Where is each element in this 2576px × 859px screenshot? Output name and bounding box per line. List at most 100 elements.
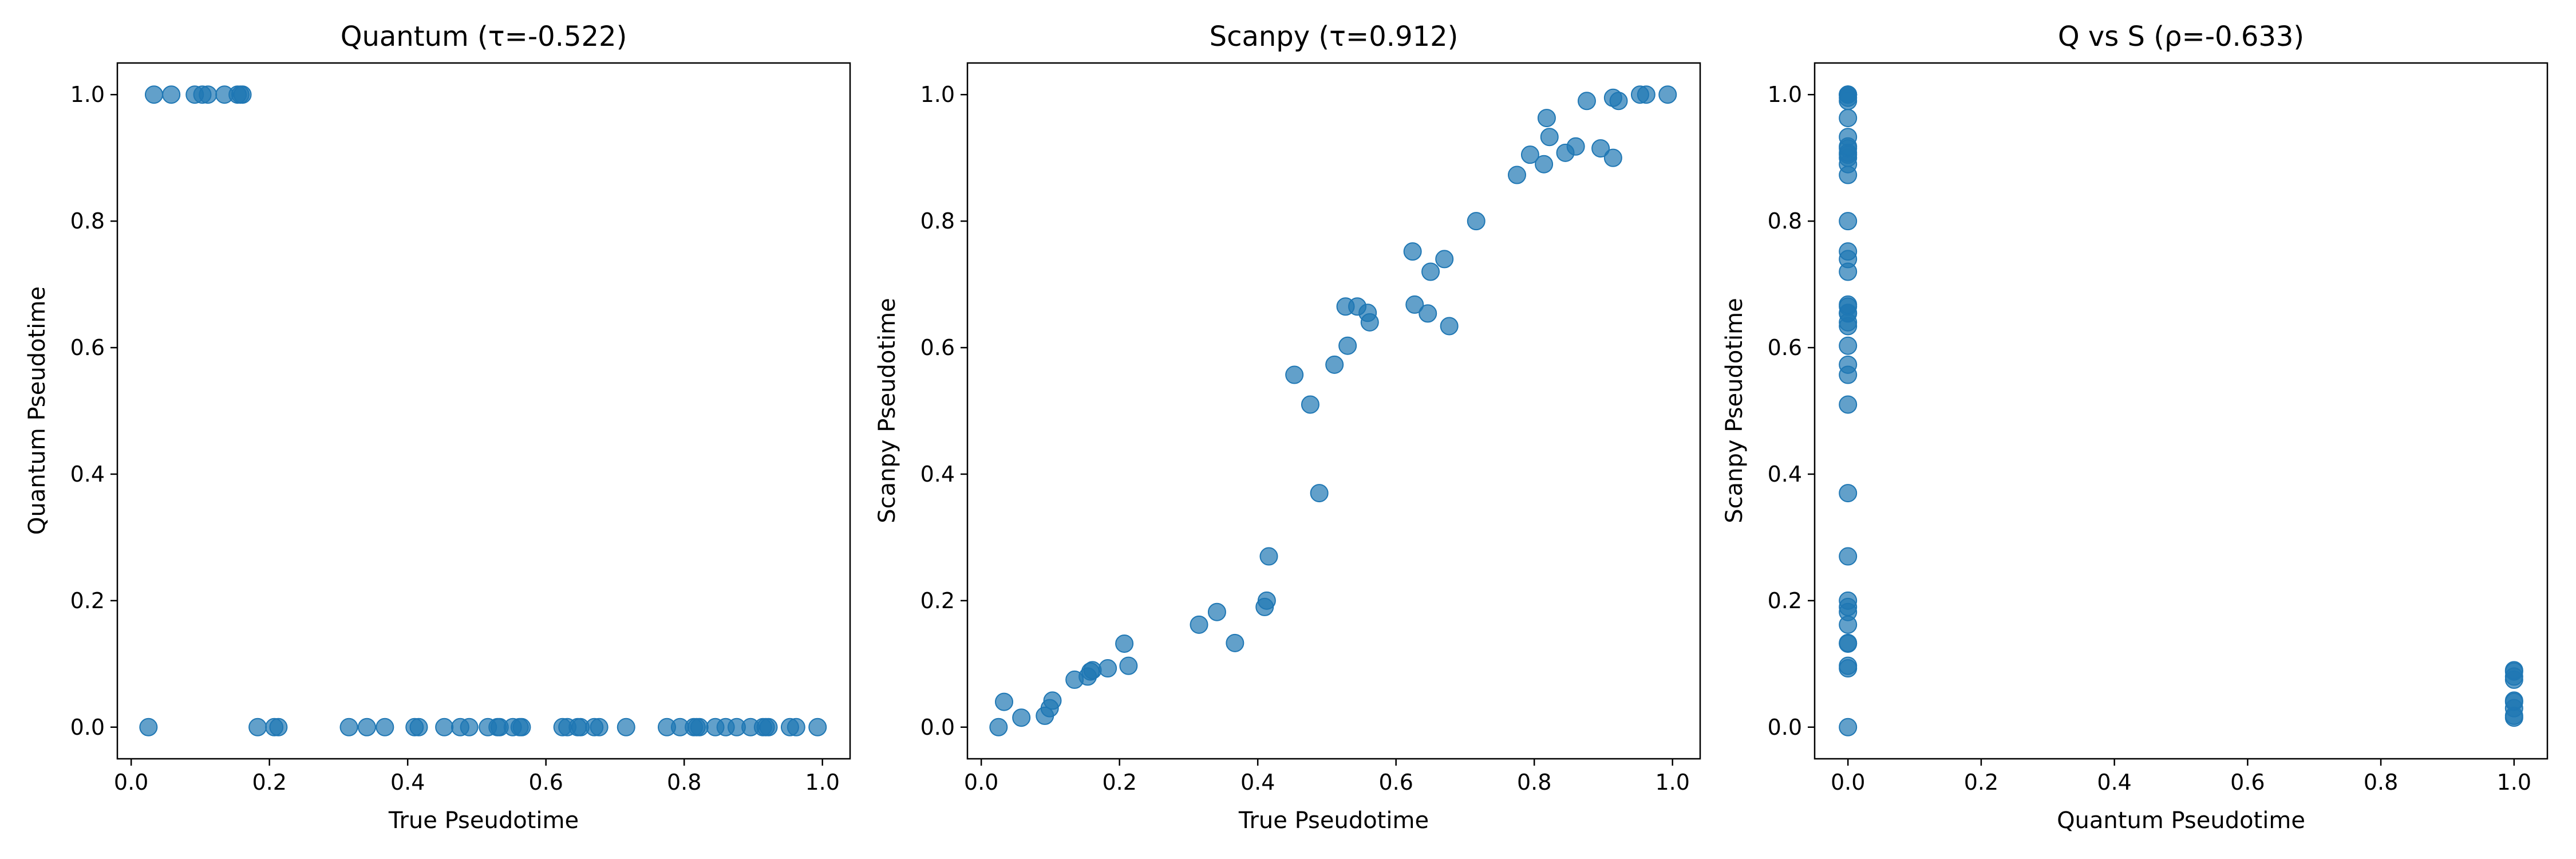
panel-q-vs-s-xlabel: Quantum Pseudotime xyxy=(2057,807,2305,834)
scatter-point xyxy=(339,718,358,736)
scatter-point xyxy=(1839,295,1858,314)
scatter-point xyxy=(145,85,163,104)
scatter-point xyxy=(1403,242,1422,261)
x-tick-label: 0.2 xyxy=(1102,770,1136,795)
scatter-point xyxy=(590,718,609,736)
scatter-point xyxy=(1083,661,1102,680)
scatter-point xyxy=(1839,656,1858,675)
y-tick-label: 0.8 xyxy=(70,208,105,234)
panel-scanpy-xlabel: True Pseudotime xyxy=(1238,807,1429,834)
x-tick-label: 0.2 xyxy=(1964,770,1998,795)
scatter-point xyxy=(1360,313,1379,332)
scatter-point xyxy=(139,718,158,736)
panel-quantum-ticks: 0.0 0.2 0.4 0.6 0.8 1.0 0.0 0.2 0.4 0.6 0.8 1.0 xyxy=(70,82,840,795)
scatter-point xyxy=(1566,137,1585,156)
x-tick-label: 0.4 xyxy=(390,770,425,795)
scatter-point xyxy=(1577,92,1596,111)
y-tick-label: 0.4 xyxy=(920,462,955,487)
panel-scanpy-points xyxy=(989,85,1677,736)
scatter-point xyxy=(1012,708,1031,727)
scatter-point xyxy=(1591,139,1610,158)
x-tick-label: 0.4 xyxy=(2097,770,2131,795)
panel-quantum-frame xyxy=(116,62,851,760)
y-tick-label: 0.4 xyxy=(70,462,105,487)
y-tick-label: 0.0 xyxy=(70,715,105,740)
panel-scanpy-ticks: 0.0 0.2 0.4 0.6 0.8 1.0 0.0 0.2 0.4 0.6 0.8 1.0 xyxy=(920,82,1690,795)
x-tick-label: 0.0 xyxy=(114,770,148,795)
x-tick-label: 0.0 xyxy=(964,770,998,795)
panel-scanpy-title: Scanpy (τ=0.912) xyxy=(1210,21,1459,53)
scatter-point xyxy=(1658,85,1677,104)
y-tick-label: 0.0 xyxy=(1768,715,1802,740)
scatter-point xyxy=(1190,615,1208,634)
scatter-point xyxy=(1508,166,1526,184)
scatter-point xyxy=(759,718,778,736)
scatter-point xyxy=(1207,602,1226,621)
scatter-point xyxy=(1537,109,1556,128)
scatter-point xyxy=(162,85,181,104)
scatter-point xyxy=(1119,656,1138,675)
scatter-point xyxy=(1405,295,1424,314)
scatter-point xyxy=(357,718,376,736)
scatter-point xyxy=(1115,634,1134,653)
y-tick-label: 1.0 xyxy=(1768,82,1802,107)
scatter-point xyxy=(1839,355,1858,374)
scatter-point xyxy=(1440,317,1459,336)
scatter-point xyxy=(1310,484,1329,503)
scatter-point xyxy=(1421,262,1440,281)
x-tick-label: 0.8 xyxy=(2364,770,2398,795)
scatter-point xyxy=(2504,661,2523,680)
scatter-point xyxy=(1839,109,1858,128)
scatter-point xyxy=(1325,355,1344,374)
scatter-point xyxy=(1226,633,1244,652)
scatter-point xyxy=(269,718,288,736)
y-tick-label: 1.0 xyxy=(920,82,955,107)
x-tick-label: 0.0 xyxy=(1831,770,1865,795)
panel-quantum-xlabel: True Pseudotime xyxy=(388,807,579,834)
scatter-point xyxy=(1603,148,1622,167)
scatter-point xyxy=(199,85,218,104)
panel-q-vs-s-points xyxy=(1839,85,2523,736)
panel-q-vs-s: Q vs S (ρ=-0.633) 0.0 0.2 0.4 0.6 0.8 1.0 0.0 0… xyxy=(1721,21,2549,834)
scatter-point xyxy=(1540,128,1559,147)
panel-quantum: Quantum (τ=-0.522) 0.0 0.2 0.4 0.6 0.8 1.00.0… xyxy=(24,21,851,834)
panel-q-vs-s-frame xyxy=(1814,62,2549,760)
scatter-point xyxy=(808,718,827,736)
y-tick-label: 0.8 xyxy=(1768,208,1802,234)
x-tick-label: 0.6 xyxy=(1378,770,1413,795)
y-tick-label: 0.6 xyxy=(1768,335,1802,360)
scatter-point xyxy=(409,718,428,736)
scatter-point xyxy=(1043,691,1062,710)
panel-quantum-ylabel: Quantum Pseudotime xyxy=(24,286,50,535)
scatter-point xyxy=(989,718,1008,736)
scatter-point xyxy=(1839,212,1858,231)
x-tick-label: 0.2 xyxy=(252,770,286,795)
scatter-point xyxy=(1637,85,1656,104)
scatter-point xyxy=(1301,395,1319,414)
panel-quantum-points xyxy=(139,85,827,736)
x-tick-label: 0.6 xyxy=(528,770,563,795)
y-tick-label: 0.6 xyxy=(70,335,105,360)
scatter-point xyxy=(1839,591,1858,610)
y-tick-label: 0.2 xyxy=(920,588,955,613)
panel-scanpy-frame xyxy=(966,62,1701,760)
scatter-point xyxy=(1839,547,1858,566)
scatter-point xyxy=(1609,92,1628,111)
scatter-point xyxy=(1259,547,1278,566)
scatter-point xyxy=(376,718,394,736)
scatter-point xyxy=(512,718,531,736)
panel-scanpy-ylabel: Scanpy Pseudotime xyxy=(874,298,900,523)
panel-q-vs-s-title: Q vs S (ρ=-0.633) xyxy=(2058,21,2304,53)
scatter-point xyxy=(1520,145,1539,164)
x-tick-label: 1.0 xyxy=(1655,770,1689,795)
scatter-point xyxy=(1338,336,1357,355)
scatter-point xyxy=(1839,242,1858,261)
scatter-point xyxy=(1285,365,1304,384)
x-tick-label: 0.8 xyxy=(667,770,701,795)
y-tick-label: 0.2 xyxy=(70,588,105,613)
panel-q-vs-s-ticks: 0.0 0.2 0.4 0.6 0.8 1.0 0.0 0.2 0.4 0.6 0.8 1.0 xyxy=(1768,82,2531,795)
scatter-point xyxy=(995,692,1013,711)
scatter-point xyxy=(1839,718,1858,736)
scatter-point xyxy=(1839,336,1858,355)
